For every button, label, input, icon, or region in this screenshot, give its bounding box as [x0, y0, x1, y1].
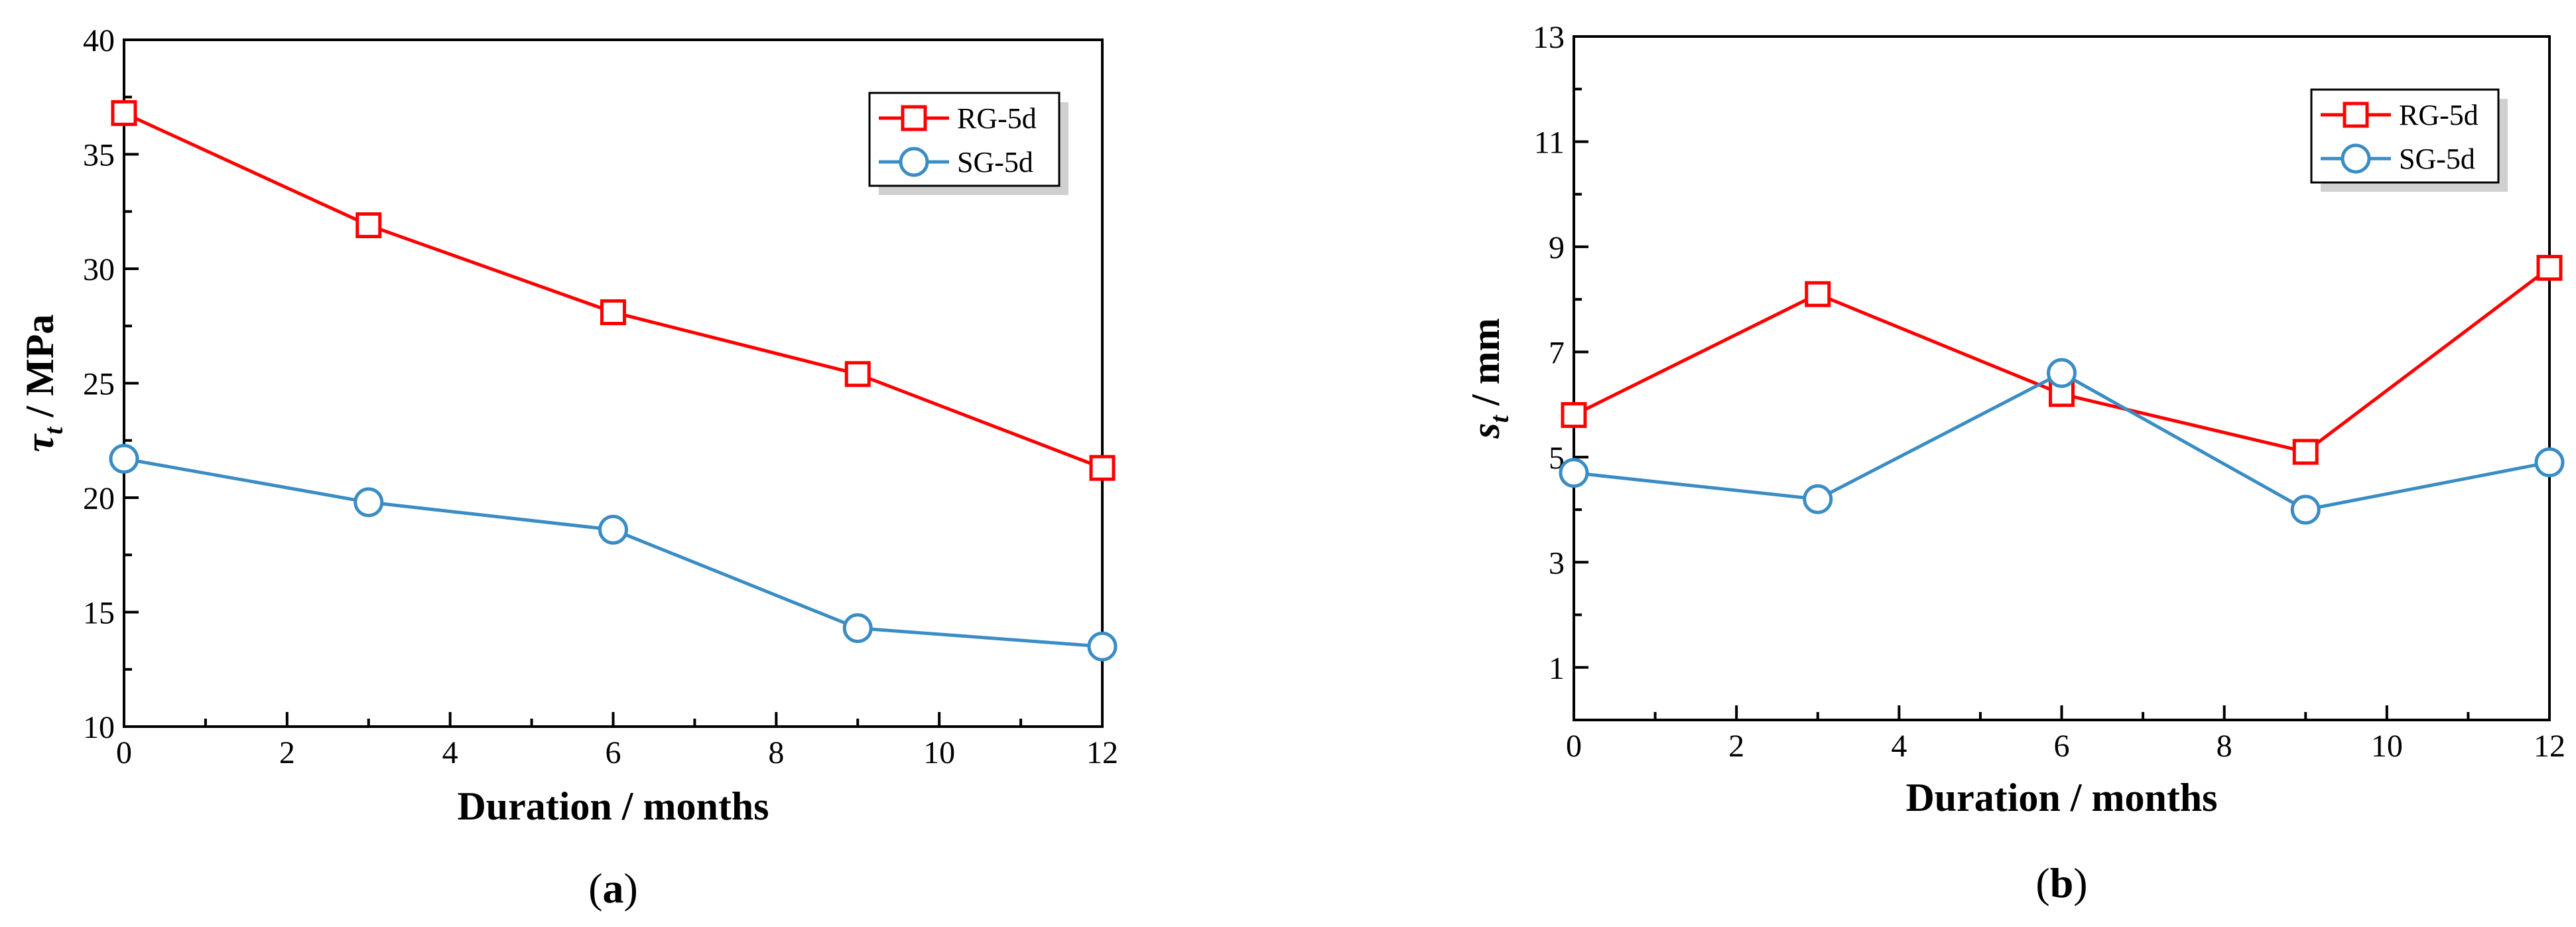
y-tick-label: 10: [83, 710, 115, 745]
data-point: [354, 487, 384, 518]
y-tick-label: 25: [83, 367, 115, 402]
x-tick-label: 0: [116, 735, 132, 770]
y-axis-symbol: s: [1464, 423, 1508, 439]
data-point: [1803, 484, 1833, 514]
y-tick-label: 35: [83, 138, 115, 173]
y-tick-label: 9: [1549, 230, 1565, 265]
data-point: [2534, 447, 2565, 478]
data-point: [598, 514, 628, 545]
data-point: [1089, 455, 1116, 481]
x-tick-label: 4: [442, 735, 458, 770]
legend-label: SG-5d: [2399, 143, 2475, 175]
data-point: [1805, 281, 1831, 307]
x-tick-label: 2: [1728, 729, 1744, 764]
y-tick-label: 15: [83, 596, 115, 631]
data-point: [1087, 631, 1118, 662]
y-tick-label: 13: [1533, 20, 1565, 55]
x-axis-title: Duration / months: [457, 784, 769, 828]
y-tick-label: 20: [83, 481, 115, 516]
series-line-sg-5d: [123, 457, 1103, 648]
legend-marker: [2343, 102, 2369, 128]
x-tick-label: 10: [2371, 729, 2403, 764]
y-axis-subscript: t: [38, 426, 68, 435]
x-tick-label: 6: [606, 735, 621, 770]
y-axis-unit: / mm: [1464, 318, 1508, 415]
y-tick-label: 1: [1549, 651, 1565, 686]
y-tick-label: 30: [83, 252, 115, 287]
data-point: [1559, 458, 1589, 488]
data-point: [2047, 358, 2077, 388]
x-tick-label: 12: [2534, 729, 2565, 764]
x-tick-label: 2: [279, 735, 295, 770]
legend: RG-5d SG-5d: [868, 92, 1068, 195]
legend-marker: [899, 147, 929, 177]
y-tick-label: 11: [1534, 125, 1565, 160]
y-axis-subscript: t: [1484, 414, 1514, 423]
data-point: [2536, 255, 2563, 281]
chart-panel-a: 0 2 4 6 8 10 12 10 15 20 25 30 35 40 RG-5d SG-5d Duratio…: [18, 23, 1118, 912]
x-tick-label: 10: [923, 735, 955, 770]
x-tick-label: 8: [768, 735, 784, 770]
data-point: [2292, 439, 2319, 465]
y-tick-label: 40: [83, 23, 115, 58]
data-point: [111, 100, 137, 126]
data-point: [2290, 494, 2321, 525]
panel-label: (a): [588, 865, 638, 912]
data-point: [844, 361, 871, 388]
x-tick-label: 4: [1891, 729, 1907, 764]
y-axis-title: st / mm: [1464, 318, 1514, 439]
y-axis-unit: / MPa: [18, 315, 62, 427]
x-tick-label: 0: [1566, 729, 1582, 764]
y-tick-label: 3: [1549, 545, 1565, 581]
x-axis-title: Duration / months: [1905, 776, 2217, 820]
data-point: [355, 212, 382, 238]
x-tick-label: 6: [2054, 729, 2070, 764]
data-point: [109, 443, 139, 474]
y-tick-label: 7: [1549, 335, 1565, 370]
data-point: [1561, 401, 1587, 428]
legend-marker: [901, 105, 927, 131]
x-tick-label: 12: [1086, 735, 1118, 770]
data-point: [842, 613, 873, 644]
legend-label: RG-5d: [2399, 99, 2479, 131]
legend-marker: [2341, 143, 2371, 174]
panel-label: (b): [2035, 859, 2087, 906]
y-axis-title: τt / MPa: [18, 315, 68, 453]
y-axis-symbol: τ: [18, 433, 62, 452]
data-point: [600, 299, 626, 326]
legend-label: SG-5d: [957, 146, 1033, 178]
legend: RG-5d SG-5d: [2310, 88, 2508, 192]
legend-label: RG-5d: [957, 102, 1037, 135]
legend-box: [2310, 88, 2500, 184]
x-tick-label: 8: [2217, 729, 2232, 764]
